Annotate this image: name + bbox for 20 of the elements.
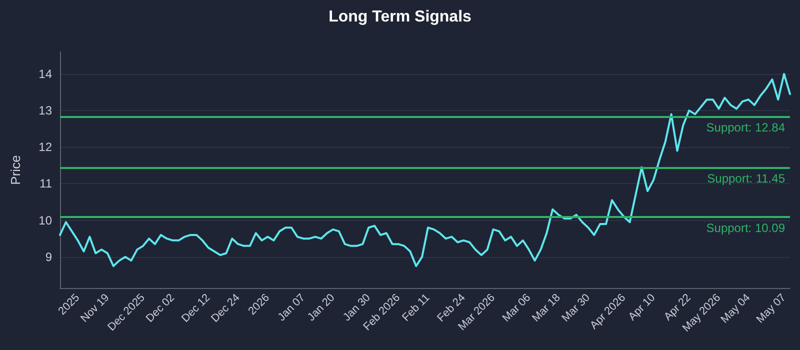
y-tick-label: 9 (45, 250, 52, 264)
chart-title: Long Term Signals (328, 8, 472, 26)
x-tick-label: Jan 07 (276, 292, 308, 324)
x-tick-label: Apr 10 (626, 292, 658, 324)
y-tick-label: 12 (38, 140, 52, 154)
x-tick-label: May 07 (754, 292, 788, 326)
x-tick-label: Dec 24 (209, 292, 242, 325)
ref-line-label: Support: 12.84 (706, 120, 786, 134)
y-tick-label: 13 (38, 104, 52, 118)
y-tick-label: 14 (38, 66, 52, 81)
x-tick-label: Dec 02 (144, 292, 178, 325)
x-tick-label: Jan 20 (305, 292, 338, 324)
y-axis-title: Price (8, 155, 23, 185)
ref-line-label: Support: 11.45 (707, 171, 786, 186)
y-tick-label: 11 (40, 176, 52, 191)
y-tick-label: 10 (38, 213, 52, 228)
line-series (59, 72, 791, 268)
ref-line-label: Support: 10.09 (706, 221, 786, 236)
x-tick-label: Feb 11 (400, 292, 432, 324)
x-tick-label: May 04 (718, 292, 753, 326)
